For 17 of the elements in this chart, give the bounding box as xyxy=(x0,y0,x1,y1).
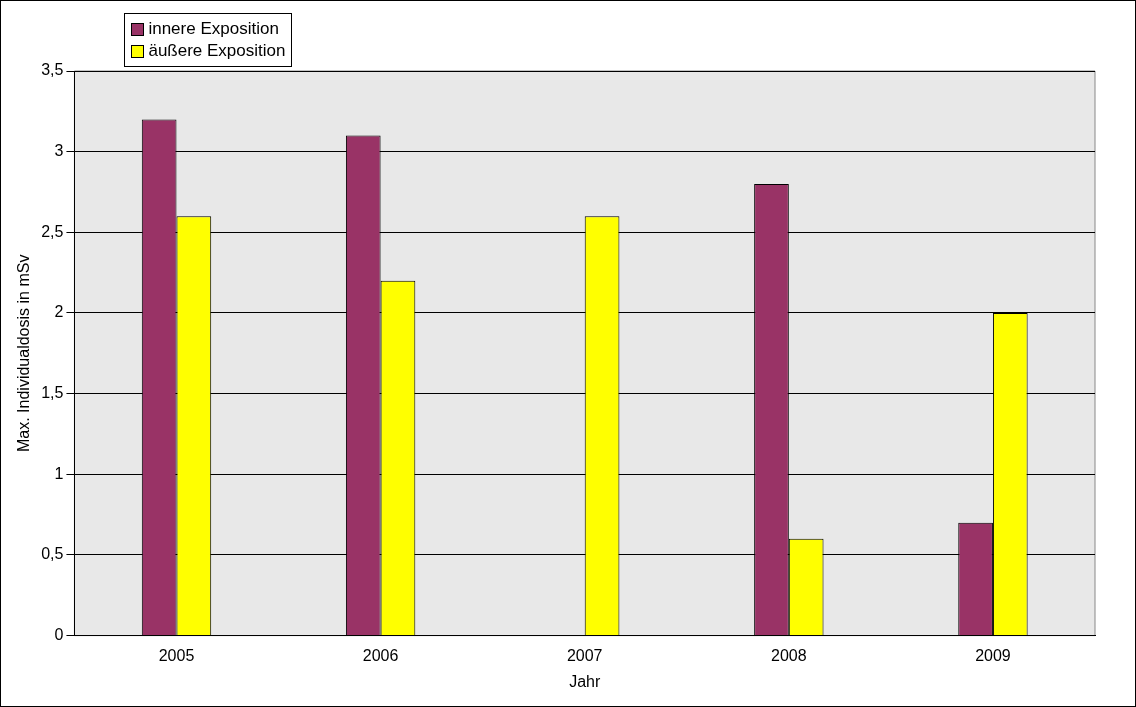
x-tick-label: 2009 xyxy=(975,646,1011,664)
y-tick-label: 2,5 xyxy=(41,222,64,240)
x-tick-label: 2006 xyxy=(362,646,399,664)
x-tick-label: 2005 xyxy=(158,646,195,664)
legend-label: innere Exposition xyxy=(148,19,279,39)
legend-label: äußere Exposition xyxy=(148,41,286,61)
y-tick-label: 0 xyxy=(54,626,64,644)
x-tick-label: 2007 xyxy=(566,646,603,664)
y-tick-label: 3,5 xyxy=(41,61,64,79)
y-axis-title: Max. Individualdosis in mSv xyxy=(15,254,33,453)
x-tick-label: 2008 xyxy=(771,646,807,664)
y-tick-label: 2 xyxy=(54,303,64,321)
y-tick-label: 3 xyxy=(54,142,64,160)
y-tick-label: 0,5 xyxy=(41,545,64,563)
x-axis-title: Jahr xyxy=(569,672,601,690)
y-tick-label: 1 xyxy=(54,464,64,482)
y-tick-label: 1,5 xyxy=(41,384,64,402)
